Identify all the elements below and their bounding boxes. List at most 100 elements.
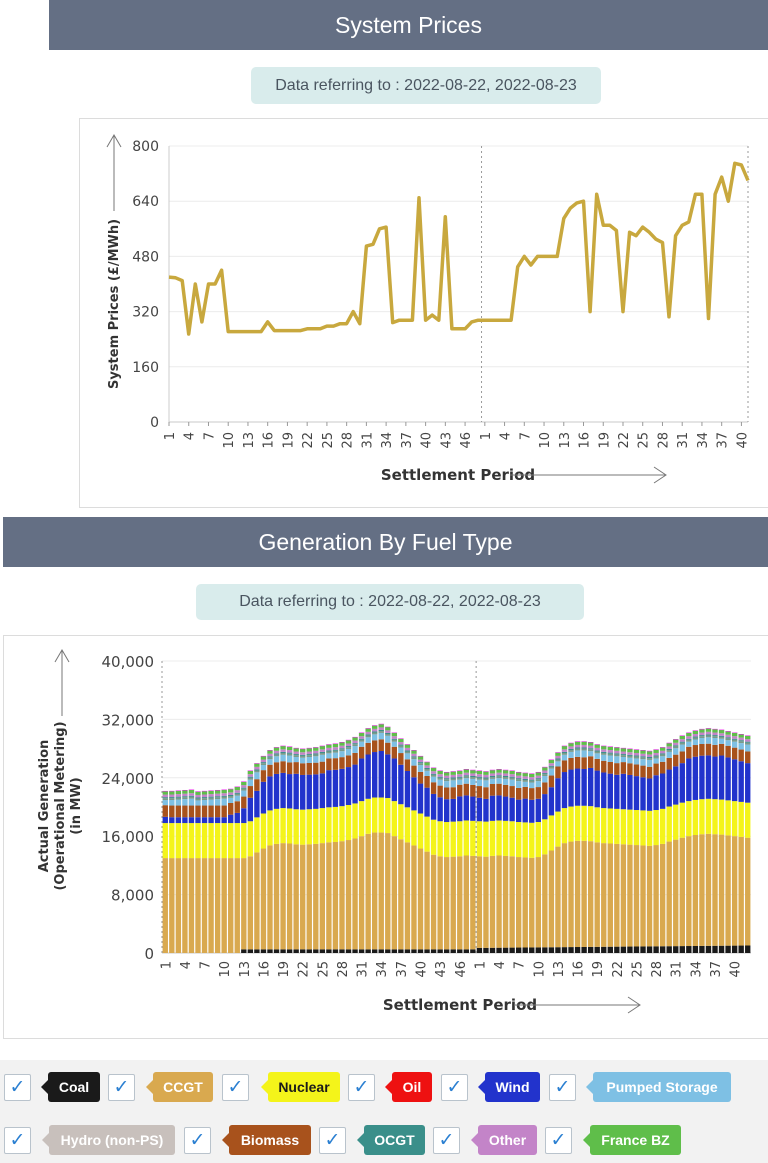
bar-segment: [286, 755, 293, 763]
bar-segment: [195, 805, 201, 818]
biomass-checkbox[interactable]: ✓: [184, 1127, 211, 1154]
coal-checkbox[interactable]: ✓: [4, 1074, 31, 1101]
bar-segment: [444, 775, 450, 779]
bar-segment: [267, 750, 273, 754]
bar-segment: [404, 949, 411, 953]
bar-segment: [188, 798, 195, 806]
bar-segment: [169, 799, 175, 806]
legend-item-oil[interactable]: ✓ Oil: [348, 1072, 432, 1104]
legend-item-ocgt[interactable]: ✓ OCGT: [319, 1125, 425, 1157]
bar-segment: [705, 734, 712, 736]
x-tick-label: 13: [242, 432, 257, 449]
x-tick-label: 4: [493, 961, 508, 969]
bar-segment: [614, 946, 620, 953]
ocgt-checkbox[interactable]: ✓: [319, 1127, 346, 1154]
bar-segment: [214, 793, 221, 797]
bar-segment: [365, 735, 371, 738]
bar-segment: [404, 750, 411, 752]
bar-segment: [280, 949, 286, 953]
legend-item-other[interactable]: ✓ Other: [433, 1125, 537, 1157]
wind-checkbox[interactable]: ✓: [441, 1074, 468, 1101]
biomass-label[interactable]: Biomass: [222, 1125, 311, 1155]
bar-segment: [444, 781, 450, 788]
bar-segment: [326, 770, 332, 808]
bar-segment: [653, 845, 659, 947]
bar-segment: [444, 779, 450, 782]
ocgt-label[interactable]: OCGT: [357, 1125, 425, 1155]
bar-segment: [300, 949, 306, 953]
legend-item-biomass[interactable]: ✓ Biomass: [184, 1125, 311, 1157]
legend-item-wind[interactable]: ✓ Wind: [441, 1072, 540, 1104]
bar-segment: [188, 858, 195, 953]
bar-segment: [568, 750, 574, 752]
oil-label[interactable]: Oil: [385, 1072, 432, 1102]
bar-segment: [280, 808, 286, 844]
x-tick-label: 40: [729, 961, 744, 978]
france-bz-checkbox[interactable]: ✓: [545, 1127, 572, 1154]
bar-segment: [542, 819, 548, 855]
bar-segment: [522, 778, 528, 780]
bar-segment: [620, 755, 627, 757]
bar-segment: [476, 856, 483, 948]
wind-label[interactable]: Wind: [478, 1072, 540, 1102]
legend-item-hydro[interactable]: ✓ Hydro (non-PS): [4, 1125, 175, 1157]
nuclear-label[interactable]: Nuclear: [261, 1072, 340, 1102]
legend-item-pumped-storage[interactable]: ✓ Pumped Storage: [549, 1072, 731, 1104]
hydro-label[interactable]: Hydro (non-PS): [42, 1125, 175, 1155]
bar-segment: [175, 794, 182, 797]
bar-segment: [260, 770, 267, 782]
nuclear-checkbox[interactable]: ✓: [222, 1074, 249, 1101]
hydro-checkbox[interactable]: ✓: [4, 1127, 31, 1154]
other-checkbox[interactable]: ✓: [433, 1127, 460, 1154]
bar-segment: [214, 790, 221, 794]
bar-segment: [601, 752, 607, 755]
bar-segment: [463, 778, 469, 784]
y-tick-label: 32,000: [102, 711, 155, 729]
ccgt-checkbox[interactable]: ✓: [108, 1074, 135, 1101]
bar-segment: [286, 750, 293, 753]
bar-segment: [725, 835, 731, 946]
ccgt-label[interactable]: CCGT: [146, 1072, 213, 1102]
bar-segment: [561, 772, 568, 809]
bar-segment: [241, 788, 247, 791]
legend-item-france-bz[interactable]: ✓ France BZ: [545, 1125, 681, 1157]
x-tick-label: 16: [572, 961, 587, 978]
bar-segment: [424, 761, 430, 763]
bar-segment: [378, 732, 384, 740]
pumped-storage-label[interactable]: Pumped Storage: [586, 1072, 731, 1102]
france-bz-label[interactable]: France BZ: [583, 1125, 681, 1155]
bar-segment: [267, 753, 273, 757]
bar-segment: [254, 770, 260, 773]
bar-segment: [627, 809, 633, 845]
bar-segment: [208, 790, 214, 791]
bar-segment: [372, 732, 378, 735]
bar-segment: [653, 763, 659, 776]
other-label[interactable]: Other: [471, 1125, 537, 1155]
bar-segment: [391, 741, 398, 747]
bar-segment: [470, 778, 476, 785]
bar-segment: [640, 777, 646, 811]
bar-segment: [352, 740, 358, 744]
x-tick-label: 10: [532, 961, 547, 978]
bar-segment: [587, 806, 594, 842]
coal-label[interactable]: Coal: [41, 1072, 100, 1102]
bar-segment: [358, 738, 365, 740]
bar-segment: [594, 744, 600, 745]
legend-item-nuclear[interactable]: ✓ Nuclear: [222, 1072, 340, 1104]
bar-segment: [620, 773, 627, 810]
legend-item-coal[interactable]: ✓ Coal: [4, 1072, 100, 1104]
bar-segment: [509, 776, 515, 778]
bar-segment: [640, 750, 646, 754]
bar-segment: [601, 745, 607, 747]
bar-segment: [457, 784, 463, 797]
bar-segment: [489, 855, 496, 948]
pumped-storage-checkbox[interactable]: ✓: [549, 1074, 576, 1101]
x-tick-label: 10: [538, 432, 553, 449]
legend-item-ccgt[interactable]: ✓ CCGT: [108, 1072, 213, 1104]
bar-segment: [293, 809, 299, 845]
bar-segment: [319, 773, 326, 809]
bar-segment: [424, 769, 430, 771]
bar-segment: [476, 777, 483, 780]
bar-segment: [476, 774, 483, 777]
oil-checkbox[interactable]: ✓: [348, 1074, 375, 1101]
